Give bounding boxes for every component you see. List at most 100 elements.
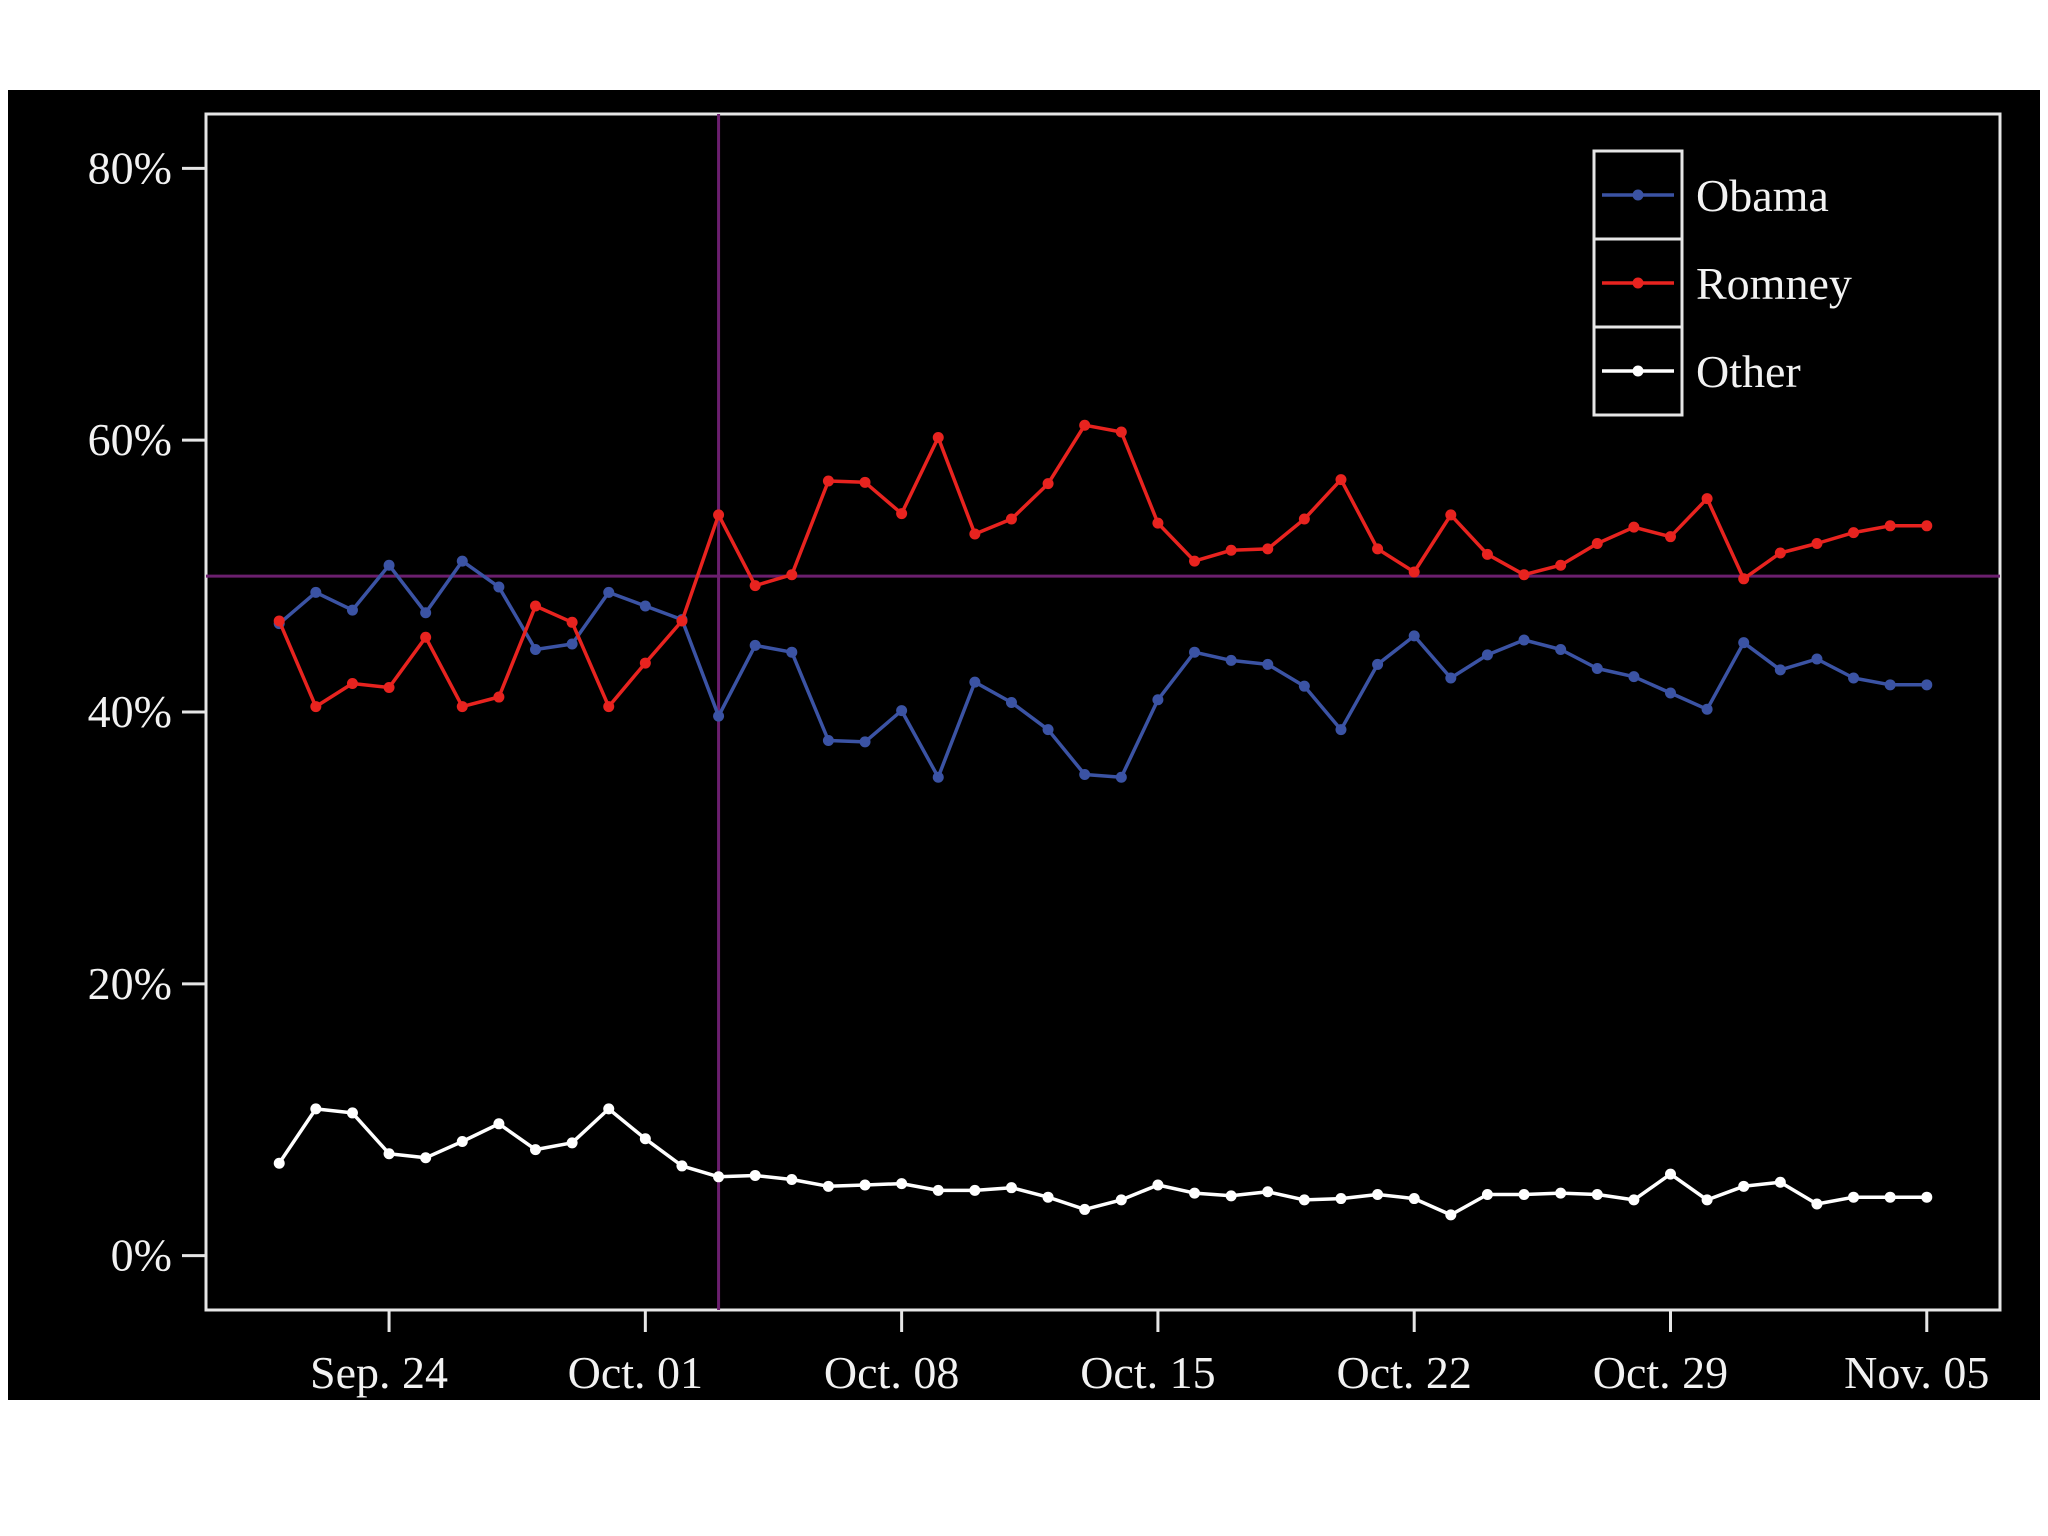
data-point-romney bbox=[749, 580, 761, 592]
data-point-other bbox=[749, 1169, 761, 1181]
data-point-obama bbox=[1335, 724, 1347, 736]
data-point-other bbox=[1005, 1182, 1017, 1194]
data-point-other bbox=[1701, 1194, 1713, 1206]
series-romney bbox=[273, 419, 1933, 713]
data-point-other bbox=[1372, 1188, 1384, 1200]
legend-swatch-marker bbox=[1632, 277, 1644, 289]
data-point-romney bbox=[1189, 555, 1201, 567]
data-point-romney bbox=[786, 569, 798, 581]
data-point-romney bbox=[969, 528, 981, 540]
data-point-other bbox=[932, 1184, 944, 1196]
data-point-other bbox=[1884, 1191, 1896, 1203]
data-point-romney bbox=[346, 677, 358, 689]
data-point-romney bbox=[1518, 569, 1530, 581]
data-point-romney bbox=[456, 701, 468, 713]
data-point-obama bbox=[713, 710, 725, 722]
data-point-obama bbox=[1189, 646, 1201, 658]
data-point-obama bbox=[1774, 664, 1786, 676]
data-point-other bbox=[639, 1133, 651, 1145]
data-point-romney bbox=[493, 691, 505, 703]
data-point-other bbox=[1774, 1176, 1786, 1188]
y-tick-label: 0% bbox=[111, 1230, 172, 1281]
data-point-obama bbox=[822, 735, 834, 747]
data-point-other bbox=[346, 1107, 358, 1119]
data-point-obama bbox=[493, 581, 505, 593]
data-point-other bbox=[1189, 1187, 1201, 1199]
legend-entry-other: Other bbox=[1592, 325, 1801, 417]
data-point-obama bbox=[859, 736, 871, 748]
data-point-obama bbox=[603, 586, 615, 598]
data-point-romney bbox=[1225, 544, 1237, 556]
data-point-other bbox=[1079, 1203, 1091, 1215]
legend: Obama Romney Other bbox=[1592, 149, 1852, 417]
data-point-obama bbox=[1664, 687, 1676, 699]
data-point-romney bbox=[1555, 559, 1567, 571]
data-point-obama bbox=[1298, 680, 1310, 692]
data-point-romney bbox=[1811, 537, 1823, 549]
data-point-obama bbox=[310, 586, 322, 598]
data-point-obama bbox=[639, 600, 651, 612]
legend-swatch-box bbox=[1592, 325, 1684, 417]
data-point-other bbox=[1555, 1187, 1567, 1199]
data-point-other bbox=[530, 1144, 542, 1156]
y-tick-label: 40% bbox=[88, 686, 172, 737]
data-point-other bbox=[1591, 1188, 1603, 1200]
data-point-obama bbox=[1152, 694, 1164, 706]
data-point-obama bbox=[456, 555, 468, 567]
data-point-romney bbox=[1152, 517, 1164, 529]
data-point-obama bbox=[1005, 696, 1017, 708]
data-point-obama bbox=[896, 705, 908, 717]
chart-figure: 0% 20% 40% 60% 80% Sep. 24 Oct. 01 Oct. 08 Oct.… bbox=[8, 90, 2040, 1400]
data-point-other bbox=[420, 1152, 432, 1164]
data-point-romney bbox=[1481, 548, 1493, 560]
data-point-romney bbox=[1042, 478, 1054, 490]
x-tick-label: Oct. 01 bbox=[568, 1347, 703, 1398]
data-point-obama bbox=[1262, 658, 1274, 670]
x-tick-label: Oct. 15 bbox=[1080, 1347, 1215, 1398]
series-other bbox=[273, 1103, 1933, 1221]
data-point-romney bbox=[1372, 543, 1384, 555]
data-point-romney bbox=[1884, 520, 1896, 532]
data-point-obama bbox=[420, 607, 432, 619]
legend-entry-romney: Romney bbox=[1592, 237, 1852, 329]
data-point-romney bbox=[603, 701, 615, 713]
data-point-romney bbox=[1445, 509, 1457, 521]
y-tick-label: 20% bbox=[88, 958, 172, 1009]
x-tick-label: Oct. 29 bbox=[1593, 1347, 1728, 1398]
legend-label: Romney bbox=[1696, 258, 1852, 309]
data-point-romney bbox=[896, 508, 908, 520]
data-point-other bbox=[1225, 1190, 1237, 1202]
data-point-other bbox=[273, 1157, 285, 1169]
data-point-romney bbox=[676, 615, 688, 627]
series-line-obama bbox=[278, 559, 1927, 779]
data-point-obama bbox=[1518, 634, 1530, 646]
data-point-obama bbox=[383, 559, 395, 571]
data-point-romney bbox=[1701, 493, 1713, 505]
data-point-obama bbox=[1225, 654, 1237, 666]
series-line-romney bbox=[277, 423, 1927, 709]
data-point-obama bbox=[1811, 653, 1823, 665]
data-point-romney bbox=[639, 657, 651, 669]
data-point-other bbox=[1042, 1191, 1054, 1203]
data-point-romney bbox=[713, 509, 725, 521]
data-point-obama bbox=[1884, 679, 1896, 691]
data-point-obama bbox=[1042, 724, 1054, 736]
data-point-romney bbox=[1408, 566, 1420, 578]
data-point-other bbox=[1518, 1188, 1530, 1200]
data-point-obama bbox=[786, 646, 798, 658]
line-chart: 0% 20% 40% 60% 80% Sep. 24 Oct. 01 Oct. 08 Oct.… bbox=[88, 112, 2002, 1398]
data-point-obama bbox=[1445, 672, 1457, 684]
data-point-other bbox=[1298, 1194, 1310, 1206]
legend-label: Obama bbox=[1696, 170, 1829, 221]
data-point-other bbox=[310, 1103, 322, 1115]
data-point-other bbox=[456, 1135, 468, 1147]
data-point-romney bbox=[1262, 543, 1274, 555]
data-point-obama bbox=[1848, 672, 1860, 684]
data-point-other bbox=[1738, 1180, 1750, 1192]
data-point-other bbox=[1445, 1209, 1457, 1221]
legend-swatch-marker bbox=[1632, 189, 1644, 201]
data-point-other bbox=[1481, 1188, 1493, 1200]
data-point-romney bbox=[1298, 513, 1310, 525]
x-tick-label: Oct. 22 bbox=[1336, 1347, 1471, 1398]
data-point-obama bbox=[1079, 769, 1091, 781]
